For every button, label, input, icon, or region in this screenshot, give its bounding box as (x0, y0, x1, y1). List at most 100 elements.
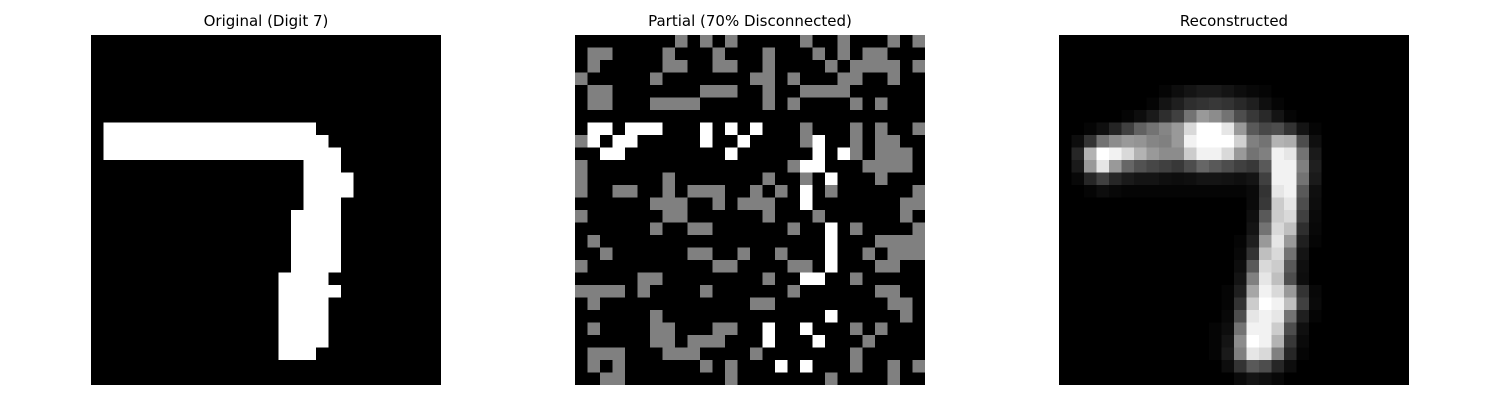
heatmap-cell (750, 247, 763, 261)
heatmap-cell (912, 235, 925, 248)
heatmap-cell (1171, 147, 1185, 161)
heatmap-cell (1259, 135, 1272, 148)
heatmap-cell (762, 335, 776, 348)
heatmap-cell (1096, 135, 1110, 148)
heatmap-cell (1121, 210, 1135, 223)
heatmap-cell (228, 322, 242, 336)
heatmap-cell (1234, 135, 1247, 148)
heatmap-cell (1334, 272, 1347, 286)
heatmap-cell (328, 272, 342, 286)
heatmap-cell (750, 347, 763, 361)
heatmap-cell (837, 147, 851, 161)
heatmap-cell (166, 85, 179, 98)
heatmap-cell (103, 310, 117, 323)
heatmap-cell (191, 322, 204, 336)
heatmap-cell (662, 235, 676, 248)
heatmap-cell (1296, 185, 1310, 198)
heatmap-cell (900, 172, 913, 186)
heatmap-cell (253, 72, 267, 86)
heatmap-cell (887, 210, 901, 223)
heatmap-cell (1384, 60, 1397, 73)
heatmap-cell (1209, 110, 1222, 123)
heatmap-cell (241, 310, 254, 323)
heatmap-cell (637, 197, 651, 211)
heatmap-cell (887, 310, 901, 323)
heatmap-cell (612, 122, 626, 136)
heatmap-cell (1246, 72, 1260, 86)
heatmap-cell (1271, 160, 1285, 173)
heatmap-cell (825, 347, 838, 361)
heatmap-cell (278, 197, 292, 211)
heatmap-cell (316, 285, 329, 298)
heatmap-cell (1159, 197, 1172, 211)
heatmap-cell (675, 210, 688, 223)
heatmap-cell (675, 197, 688, 211)
heatmap-cell (1059, 147, 1072, 161)
heatmap-cell (1346, 160, 1360, 173)
heatmap-cell (1396, 222, 1409, 236)
heatmap-cell (650, 72, 663, 86)
heatmap-cell (328, 97, 342, 111)
heatmap-cell (587, 122, 601, 136)
heatmap-cell (1184, 210, 1197, 223)
heatmap-cell (1384, 85, 1397, 98)
heatmap-cell (203, 97, 217, 111)
heatmap-cell (675, 110, 688, 123)
heatmap-cell (1284, 247, 1297, 261)
heatmap-cell (787, 222, 801, 236)
heatmap-cell (800, 247, 813, 261)
heatmap-cell (825, 185, 838, 198)
heatmap-cell (775, 222, 788, 236)
heatmap-cell (203, 210, 217, 223)
heatmap-cell (587, 172, 601, 186)
heatmap-cell (1334, 235, 1347, 248)
heatmap-cell (825, 360, 838, 373)
heatmap-cell (687, 97, 701, 111)
heatmap-cell (353, 235, 367, 248)
heatmap-cell (762, 197, 776, 211)
heatmap-cell (750, 35, 763, 48)
heatmap-cell (587, 322, 601, 336)
heatmap-cell (128, 85, 142, 98)
heatmap-cell (253, 85, 267, 98)
heatmap-cell (1134, 285, 1147, 298)
heatmap-cell (825, 147, 838, 161)
heatmap-cell (900, 72, 913, 86)
heatmap-cell (278, 247, 292, 261)
heatmap-cell (328, 35, 342, 48)
heatmap-cell (1196, 260, 1210, 273)
heatmap-cell (650, 260, 663, 273)
heatmap-cell (850, 147, 863, 161)
heatmap-cell (862, 335, 876, 348)
heatmap-cell (587, 372, 601, 385)
heatmap-cell (1096, 122, 1110, 136)
heatmap-cell (1134, 335, 1147, 348)
heatmap-cell (712, 210, 726, 223)
heatmap-cell (116, 185, 129, 198)
heatmap-cell (1146, 122, 1160, 136)
heatmap-cell (1084, 185, 1097, 198)
heatmap-cell (1384, 347, 1397, 361)
heatmap-cell (625, 210, 638, 223)
heatmap-cell (366, 72, 379, 86)
heatmap-cell (1371, 85, 1385, 98)
heatmap-cell (1159, 160, 1172, 173)
heatmap-cell (587, 272, 601, 286)
heatmap-cell (91, 310, 104, 323)
heatmap-cell (750, 260, 763, 273)
heatmap-cell (316, 310, 329, 323)
heatmap-cell (687, 322, 701, 336)
heatmap-cell (1121, 47, 1135, 61)
heatmap-cell (1059, 222, 1072, 236)
heatmap-cell (1071, 185, 1085, 198)
heatmap-cell (166, 72, 179, 86)
heatmap-cell (328, 260, 342, 273)
heatmap-cell (675, 285, 688, 298)
heatmap-cell (900, 197, 913, 211)
heatmap-cell (662, 147, 676, 161)
heatmap-cell (1184, 60, 1197, 73)
heatmap-cell (403, 160, 417, 173)
heatmap-cell (1309, 372, 1322, 385)
heatmap-cell (391, 372, 404, 385)
heatmap-cell (650, 110, 663, 123)
